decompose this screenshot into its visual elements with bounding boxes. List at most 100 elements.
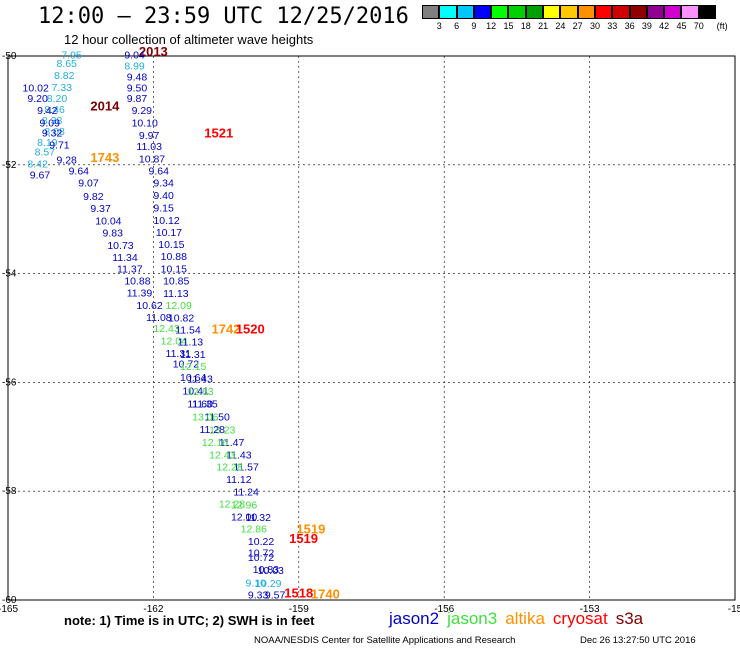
wave-height-label: 9.50 bbox=[127, 82, 148, 94]
wave-height-label: 8.42 bbox=[27, 159, 48, 171]
wave-height-label: 12.04 bbox=[161, 335, 187, 347]
wave-height-label: 11.35 bbox=[192, 398, 218, 410]
wave-height-label: 9.64 bbox=[69, 166, 90, 178]
wave-height-label: 11.31 bbox=[180, 349, 206, 361]
scale-label: 27 bbox=[572, 21, 583, 31]
wave-height-label: 9.71 bbox=[49, 139, 70, 151]
scale-swatch bbox=[664, 5, 682, 19]
map-border bbox=[7, 55, 736, 601]
scale-label: 18 bbox=[520, 21, 531, 31]
wave-height-label: 12.43 bbox=[209, 450, 235, 462]
wave-height-label: 9.07 bbox=[78, 178, 99, 190]
scale-swatch bbox=[422, 5, 440, 19]
page-title: 12:00 — 23:59 UTC 12/25/2016 bbox=[38, 4, 409, 29]
wave-height-label: 9.67 bbox=[30, 169, 51, 181]
pass-time-label: 1519 bbox=[289, 531, 318, 546]
wave-height-label: 10.04 bbox=[95, 216, 121, 228]
scale-swatch bbox=[612, 5, 630, 19]
scale-label: 6 bbox=[454, 21, 460, 31]
lat-tick-label: -58 bbox=[2, 486, 17, 497]
legend-item-cryosat: cryosat bbox=[552, 609, 608, 628]
legend-item-altika: altika bbox=[505, 609, 545, 628]
scale-swatch bbox=[508, 5, 526, 19]
scale-swatch bbox=[525, 5, 544, 19]
pass-time-label: 2013 bbox=[139, 44, 168, 59]
scale-label: 3 bbox=[436, 21, 442, 31]
wave-height-label: 10.22 bbox=[248, 536, 274, 548]
wave-height-label: 11.57 bbox=[233, 462, 259, 474]
footnote: note: 1) Time is in UTC; 2) SWH is in fe… bbox=[64, 613, 315, 628]
generated-timestamp: Dec 26 13:27:50 UTC 2016 bbox=[580, 635, 696, 646]
wave-height-label: 12.28 bbox=[216, 462, 242, 474]
scale-label: 33 bbox=[607, 21, 618, 31]
wave-height-label: 9.83 bbox=[103, 228, 124, 240]
pass-time-label: 1521 bbox=[204, 126, 233, 141]
scale-label: 12 bbox=[486, 21, 497, 31]
wave-height-label: 10.88 bbox=[161, 251, 187, 263]
wave-height-label: 9.04 bbox=[124, 50, 145, 62]
wave-height-label: 10.83 bbox=[253, 564, 279, 576]
scale-swatch bbox=[681, 5, 699, 19]
wave-height-label: 11.39 bbox=[127, 287, 153, 299]
wave-height-label: 10.85 bbox=[163, 275, 189, 287]
wave-height-label: 10.72 bbox=[248, 552, 274, 564]
wave-height-label: 8.46 bbox=[44, 104, 65, 116]
wave-height-label: 10.73 bbox=[107, 240, 133, 252]
wave-height-label: 11.28 bbox=[199, 424, 225, 436]
wave-height-label: 11.54 bbox=[175, 324, 201, 336]
pass-time-label: 1520 bbox=[236, 321, 265, 336]
page-subtitle: 12 hour collection of altimeter wave hei… bbox=[64, 32, 314, 47]
wave-height-label: 8.38 bbox=[42, 115, 63, 127]
scale-swatch bbox=[646, 5, 665, 19]
wave-height-label: 8.20 bbox=[47, 93, 68, 105]
wave-height-label: 12.96 bbox=[231, 500, 257, 512]
scale-swatch bbox=[560, 5, 578, 19]
wave-height-label: 11.31 bbox=[166, 348, 192, 360]
wave-height-label: 12.63 bbox=[187, 386, 213, 398]
scale-swatch bbox=[456, 5, 474, 19]
wave-height-label: 9.48 bbox=[127, 71, 148, 83]
wave-height-label: 8.65 bbox=[56, 58, 77, 70]
wave-height-label: 9.29 bbox=[132, 105, 153, 117]
pass-time-label: 1743 bbox=[90, 150, 119, 165]
wave-height-label: 9.34 bbox=[153, 178, 174, 190]
wave-height-label: 11.12 bbox=[226, 474, 252, 486]
wave-height-label: 10.87 bbox=[139, 154, 165, 166]
scale-label: 15 bbox=[503, 21, 514, 31]
wave-height-label: 8.82 bbox=[54, 70, 75, 82]
wave-height-label: 10.03 bbox=[258, 565, 284, 577]
lon-tick-label: -162 bbox=[143, 604, 163, 615]
wave-height-label: 10.15 bbox=[161, 264, 187, 276]
lon-tick-label: -156 bbox=[434, 604, 454, 615]
wave-height-label: 12.16 bbox=[202, 437, 228, 449]
lat-tick-label: -56 bbox=[2, 377, 17, 388]
wave-height-label: 9.32 bbox=[42, 128, 63, 140]
lon-tick-label: -15 bbox=[728, 604, 740, 615]
wave-height-label: 10.17 bbox=[156, 227, 182, 239]
wave-height-label: 10.10 bbox=[132, 118, 158, 130]
wave-height-label: 10.02 bbox=[23, 82, 49, 94]
pass-time-label: 1742 bbox=[212, 321, 241, 336]
wave-height-label: 11.03 bbox=[136, 141, 162, 153]
wave-height-label: 10.82 bbox=[168, 312, 194, 324]
wave-height-label: 10.62 bbox=[136, 300, 162, 312]
scale-label: 39 bbox=[641, 21, 652, 31]
scale-label: 42 bbox=[659, 21, 670, 31]
wave-height-label: 9.15 bbox=[153, 203, 174, 215]
scale-unit: (ft) bbox=[716, 21, 728, 31]
wave-height-label: 9.40 bbox=[153, 190, 174, 202]
wave-height-label: 9.20 bbox=[27, 93, 48, 105]
wave-height-label: 9.09 bbox=[40, 118, 61, 130]
wave-height-label: 13.23 bbox=[209, 425, 235, 437]
wave-height-label: 12.09 bbox=[166, 300, 192, 312]
wave-height-label: 9.57 bbox=[265, 589, 286, 601]
wave-height-label: 10.88 bbox=[124, 275, 150, 287]
lon-tick-label: -165 bbox=[0, 604, 18, 615]
wave-height-label: 10.41 bbox=[182, 385, 208, 397]
wave-height-label: 11.13 bbox=[178, 336, 204, 348]
legend-item-s3a: s3a bbox=[615, 609, 644, 628]
lat-tick-label: -54 bbox=[2, 269, 17, 280]
lat-tick-label: -52 bbox=[2, 160, 17, 171]
scale-swatch bbox=[491, 5, 509, 19]
lon-tick-label: -159 bbox=[289, 604, 309, 615]
